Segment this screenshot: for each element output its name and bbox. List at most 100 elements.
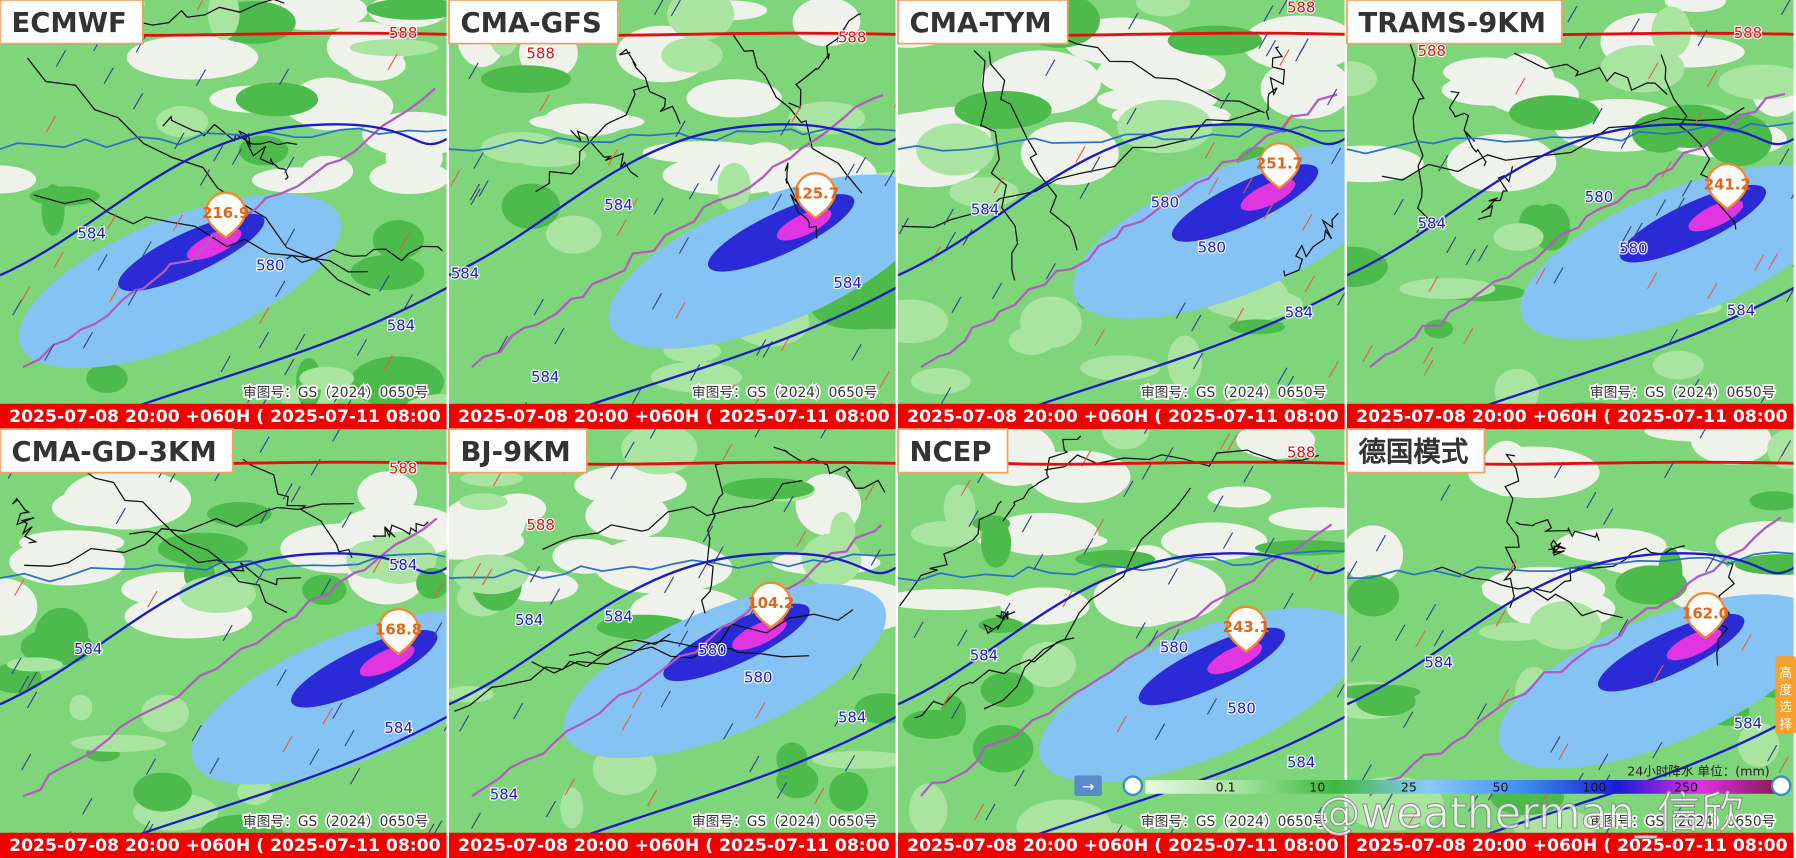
wind-barb [1506,559,1517,576]
green-patch [898,299,949,344]
green-patch [1600,45,1685,93]
boundary [1716,561,1736,666]
land-patch [574,465,687,506]
wind-barb [1550,736,1561,753]
wind-barb [254,568,265,586]
contour-label: 584 [389,556,417,574]
boundary [619,48,681,124]
wind-barb [814,787,825,805]
wind-barb [282,483,293,500]
contour-label: 588 [526,516,554,534]
wind-barb [1699,428,1706,439]
green-patch [459,493,508,511]
approval: 审图号：GS（2024）0650号 [692,385,877,401]
boundary [1514,52,1668,95]
green-patch [776,742,808,776]
green-patch [910,367,971,395]
wind-barb [554,327,565,345]
wind-barb [459,715,470,732]
wind-barb [1646,272,1658,290]
river [449,127,896,152]
contour-label: 584 [604,608,632,626]
contour-584 [137,286,447,408]
wind-barb [1279,49,1290,66]
green-patch [1167,335,1202,390]
wind-barb [1423,347,1434,364]
green-patch [299,366,355,391]
wind-barb [276,669,287,686]
green-patch [1080,355,1161,381]
green-patch [6,657,63,672]
wind-barb [776,782,788,799]
max-value: 241.2 [1704,175,1751,193]
wind-barb [1258,32,1269,50]
wind-barb [282,735,293,753]
map-panel: 588 584 580 580 584 251.7 审图号：GS（2024）0650号 202… [897,0,1352,429]
wind-barb [1598,753,1609,771]
boundary [730,31,863,194]
wind-barb [1141,463,1152,480]
wind-barb [1648,62,1659,80]
land-patch [1347,145,1424,183]
rain-light [191,610,447,785]
legend-button [1074,775,1102,797]
max-value: 162.0 [1682,604,1729,622]
wind-barb [434,581,445,599]
wind-barb [1208,177,1219,195]
wind-barb [1428,275,1439,293]
contour-584 [1484,286,1794,408]
green-patch [1347,575,1400,617]
rain-light [18,193,341,369]
panel-title: CMA-TYM [909,7,1051,39]
green-patch [972,724,1034,773]
divider [1793,429,1796,858]
wind-barb [222,624,233,642]
wind-barb [649,428,657,439]
land-patch [0,578,38,636]
map-panel: 588 588 584 580 580 584 241.2 审图号：GS（2024）0650号… [1346,0,1796,429]
wind-barb [12,298,23,316]
wind-barb [82,797,93,815]
wind-barb [1283,592,1294,610]
contour-label: 584 [74,640,102,658]
wind-barb [653,198,664,215]
boundary [531,609,854,674]
wind-barb [698,561,709,579]
wind-barb [710,164,721,181]
green-patch [1718,64,1794,100]
boundary [238,130,289,181]
approval: 审图号：GS（2024）0650号 [1141,814,1326,830]
wind-barb [356,339,367,356]
boundary [1283,212,1339,277]
green-patch [156,106,209,138]
wind-barb [621,714,632,731]
legend-tick: 25 [1401,779,1417,794]
wind-barb [322,708,333,725]
wind-barb [443,725,447,732]
river [898,125,1345,152]
wind-barb [482,568,493,586]
wind-barb [796,530,807,548]
wind-barb [1220,432,1231,450]
contour-label: 584 [970,647,998,665]
boundary [899,500,1002,607]
wind-barb [1476,703,1487,720]
wind-barb [1603,508,1614,525]
boundary [26,57,371,296]
wind-barb [471,562,482,580]
wind-barb [97,253,108,271]
divider [446,429,449,858]
wind-barb [1306,0,1314,11]
wind-barb [1143,428,1148,435]
contour-584 [1347,123,1794,277]
wind-barb [1337,291,1345,306]
wind-barb [1347,560,1358,578]
wind-barb [1283,375,1295,393]
green-patch [1008,326,1055,355]
wind-barb [855,156,867,174]
green-patch [1734,554,1794,575]
wind-barb [1779,148,1790,166]
